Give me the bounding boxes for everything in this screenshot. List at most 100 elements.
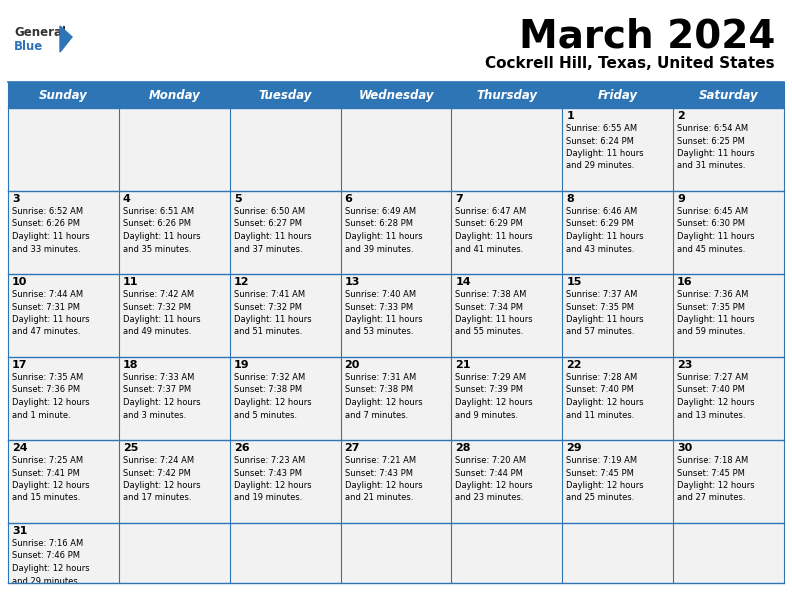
Bar bbox=[451, 440, 562, 523]
Bar bbox=[451, 357, 562, 440]
Text: Daylight: 12 hours: Daylight: 12 hours bbox=[12, 398, 89, 407]
Bar bbox=[119, 274, 230, 357]
Text: Sunday: Sunday bbox=[39, 89, 88, 102]
Text: Sunrise: 7:40 AM: Sunrise: 7:40 AM bbox=[345, 290, 416, 299]
Text: and 55 minutes.: and 55 minutes. bbox=[455, 327, 524, 337]
Text: Daylight: 12 hours: Daylight: 12 hours bbox=[345, 481, 422, 490]
Text: 14: 14 bbox=[455, 277, 471, 287]
Text: Sunset: 7:40 PM: Sunset: 7:40 PM bbox=[566, 386, 634, 395]
Text: Sunset: 7:44 PM: Sunset: 7:44 PM bbox=[455, 469, 524, 477]
Bar bbox=[341, 523, 451, 583]
Text: and 9 minutes.: and 9 minutes. bbox=[455, 411, 519, 419]
Bar bbox=[341, 357, 451, 440]
Text: and 59 minutes.: and 59 minutes. bbox=[677, 327, 745, 337]
Text: and 19 minutes.: and 19 minutes. bbox=[234, 493, 302, 502]
Text: Cockrell Hill, Texas, United States: Cockrell Hill, Texas, United States bbox=[485, 56, 775, 72]
Text: and 17 minutes.: and 17 minutes. bbox=[123, 493, 192, 502]
Text: and 35 minutes.: and 35 minutes. bbox=[123, 245, 192, 253]
Text: and 23 minutes.: and 23 minutes. bbox=[455, 493, 524, 502]
Text: and 49 minutes.: and 49 minutes. bbox=[123, 327, 191, 337]
Bar bbox=[8, 274, 119, 357]
Text: 3: 3 bbox=[12, 194, 20, 204]
Bar bbox=[673, 523, 784, 583]
Text: 20: 20 bbox=[345, 360, 360, 370]
Text: Sunrise: 7:42 AM: Sunrise: 7:42 AM bbox=[123, 290, 194, 299]
Text: General: General bbox=[14, 26, 66, 39]
Text: Daylight: 11 hours: Daylight: 11 hours bbox=[677, 149, 755, 158]
Text: Daylight: 11 hours: Daylight: 11 hours bbox=[123, 232, 200, 241]
Text: and 1 minute.: and 1 minute. bbox=[12, 411, 70, 419]
Text: Sunset: 6:30 PM: Sunset: 6:30 PM bbox=[677, 220, 745, 228]
Text: 19: 19 bbox=[234, 360, 249, 370]
Text: and 39 minutes.: and 39 minutes. bbox=[345, 245, 413, 253]
Text: Daylight: 12 hours: Daylight: 12 hours bbox=[345, 398, 422, 407]
Text: 15: 15 bbox=[566, 277, 581, 287]
Text: Daylight: 11 hours: Daylight: 11 hours bbox=[455, 315, 533, 324]
Text: and 37 minutes.: and 37 minutes. bbox=[234, 245, 303, 253]
Text: 11: 11 bbox=[123, 277, 139, 287]
Text: Thursday: Thursday bbox=[476, 89, 537, 102]
Text: and 33 minutes.: and 33 minutes. bbox=[12, 245, 81, 253]
Text: Daylight: 11 hours: Daylight: 11 hours bbox=[566, 315, 644, 324]
Text: 6: 6 bbox=[345, 194, 352, 204]
Bar bbox=[8, 523, 119, 583]
Text: Daylight: 11 hours: Daylight: 11 hours bbox=[455, 232, 533, 241]
Bar bbox=[230, 440, 341, 523]
Text: Sunset: 7:35 PM: Sunset: 7:35 PM bbox=[566, 302, 634, 312]
Text: March 2024: March 2024 bbox=[519, 18, 775, 56]
Text: and 29 minutes.: and 29 minutes. bbox=[12, 577, 80, 586]
Text: Sunset: 6:28 PM: Sunset: 6:28 PM bbox=[345, 220, 413, 228]
Bar bbox=[451, 274, 562, 357]
Text: 13: 13 bbox=[345, 277, 360, 287]
Bar bbox=[119, 357, 230, 440]
Text: Sunrise: 6:51 AM: Sunrise: 6:51 AM bbox=[123, 207, 194, 216]
Text: 22: 22 bbox=[566, 360, 582, 370]
Text: Daylight: 12 hours: Daylight: 12 hours bbox=[677, 398, 755, 407]
Text: Sunrise: 7:41 AM: Sunrise: 7:41 AM bbox=[234, 290, 305, 299]
Text: 26: 26 bbox=[234, 443, 249, 453]
Bar bbox=[230, 274, 341, 357]
Text: Sunset: 7:43 PM: Sunset: 7:43 PM bbox=[345, 469, 413, 477]
Text: Sunset: 7:38 PM: Sunset: 7:38 PM bbox=[345, 386, 413, 395]
Text: Sunset: 7:46 PM: Sunset: 7:46 PM bbox=[12, 551, 80, 561]
Text: Blue: Blue bbox=[14, 40, 44, 53]
Text: Daylight: 11 hours: Daylight: 11 hours bbox=[566, 232, 644, 241]
Text: 27: 27 bbox=[345, 443, 360, 453]
Bar bbox=[230, 191, 341, 274]
Bar bbox=[451, 191, 562, 274]
Bar bbox=[119, 108, 230, 191]
Text: Sunset: 6:26 PM: Sunset: 6:26 PM bbox=[12, 220, 80, 228]
Text: Sunset: 7:32 PM: Sunset: 7:32 PM bbox=[123, 302, 191, 312]
Text: Sunset: 7:45 PM: Sunset: 7:45 PM bbox=[677, 469, 745, 477]
Text: Sunset: 7:41 PM: Sunset: 7:41 PM bbox=[12, 469, 80, 477]
Text: Sunrise: 6:45 AM: Sunrise: 6:45 AM bbox=[677, 207, 748, 216]
Text: Sunrise: 7:18 AM: Sunrise: 7:18 AM bbox=[677, 456, 748, 465]
Text: Daylight: 11 hours: Daylight: 11 hours bbox=[345, 232, 422, 241]
Bar bbox=[673, 108, 784, 191]
Text: Sunset: 7:39 PM: Sunset: 7:39 PM bbox=[455, 386, 524, 395]
Text: and 51 minutes.: and 51 minutes. bbox=[234, 327, 302, 337]
Text: and 7 minutes.: and 7 minutes. bbox=[345, 411, 408, 419]
Text: Daylight: 12 hours: Daylight: 12 hours bbox=[123, 481, 200, 490]
Bar bbox=[451, 523, 562, 583]
Bar bbox=[8, 108, 119, 191]
Text: 18: 18 bbox=[123, 360, 139, 370]
Bar bbox=[673, 357, 784, 440]
Text: Sunrise: 6:50 AM: Sunrise: 6:50 AM bbox=[234, 207, 305, 216]
Text: 5: 5 bbox=[234, 194, 242, 204]
Text: Daylight: 11 hours: Daylight: 11 hours bbox=[234, 315, 311, 324]
Bar bbox=[562, 357, 673, 440]
Text: and 21 minutes.: and 21 minutes. bbox=[345, 493, 413, 502]
Text: Sunrise: 6:49 AM: Sunrise: 6:49 AM bbox=[345, 207, 416, 216]
Bar bbox=[562, 191, 673, 274]
Text: Sunset: 7:37 PM: Sunset: 7:37 PM bbox=[123, 386, 191, 395]
Text: and 11 minutes.: and 11 minutes. bbox=[566, 411, 634, 419]
Text: Sunset: 6:25 PM: Sunset: 6:25 PM bbox=[677, 136, 745, 146]
Text: and 13 minutes.: and 13 minutes. bbox=[677, 411, 745, 419]
Text: Daylight: 12 hours: Daylight: 12 hours bbox=[12, 481, 89, 490]
Bar bbox=[451, 108, 562, 191]
Bar bbox=[230, 523, 341, 583]
Text: Sunset: 6:26 PM: Sunset: 6:26 PM bbox=[123, 220, 191, 228]
Bar bbox=[673, 274, 784, 357]
Text: Daylight: 12 hours: Daylight: 12 hours bbox=[234, 481, 311, 490]
